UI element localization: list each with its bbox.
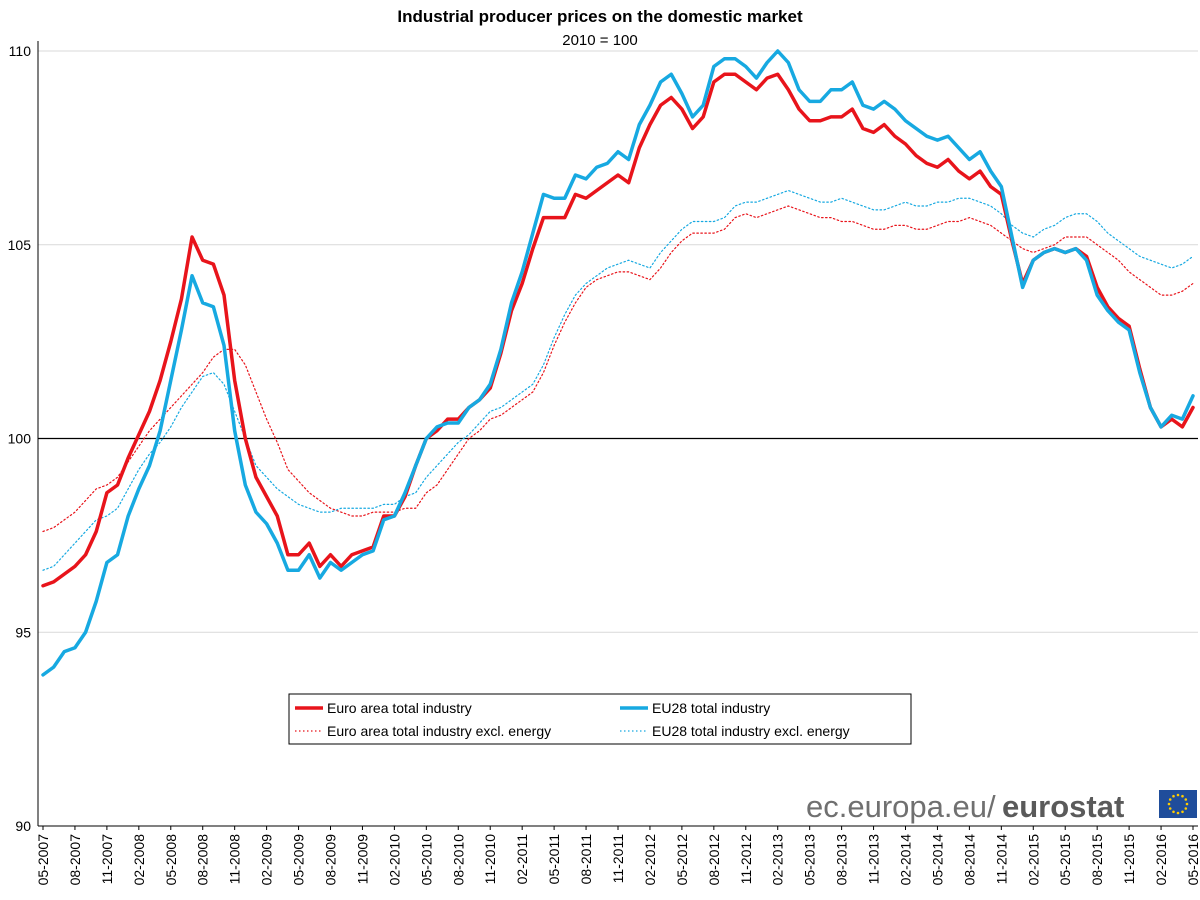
- legend-label: EU28 total industry: [652, 700, 770, 716]
- x-tick-label: 05-2008: [163, 834, 179, 886]
- x-tick-label: 02-2015: [1025, 834, 1041, 886]
- x-tick-label: 05-2011: [546, 834, 562, 885]
- eu-flag-star: [1184, 798, 1188, 801]
- x-tick-label: 08-2013: [834, 834, 850, 886]
- x-tick-label: 08-2011: [578, 834, 594, 885]
- x-tick-label: 05-2014: [929, 834, 945, 886]
- x-tick-label: 05-2007: [35, 834, 51, 886]
- x-tick-label: 02-2016: [1153, 834, 1169, 886]
- x-tick-label: 02-2013: [770, 834, 786, 886]
- x-tick-label: 11-2007: [99, 834, 115, 885]
- x-tick-label: 11-2011: [610, 834, 626, 884]
- x-tick-label: 02-2014: [898, 834, 914, 886]
- brand-site-text: ec.europa.eu/: [806, 789, 996, 824]
- x-tick-label: 08-2009: [323, 834, 339, 886]
- x-tick-label: 05-2013: [802, 834, 818, 886]
- eu-flag-star: [1181, 794, 1184, 798]
- x-tick-label: 05-2009: [291, 834, 307, 886]
- series-lines: [41, 49, 1195, 677]
- legend-label: Euro area total industry excl. energy: [327, 723, 551, 739]
- y-tick-label: 90: [15, 818, 31, 834]
- x-tick-label: 11-2010: [482, 834, 498, 885]
- y-tick-label: 100: [8, 431, 32, 447]
- y-tick-label: 95: [15, 624, 31, 640]
- eurostat-branding: ec.europa.eu/ eurostat: [806, 789, 1197, 824]
- x-tick-label: 08-2014: [961, 834, 977, 886]
- x-tick-label: 11-2008: [227, 834, 243, 885]
- eu-flag-star: [1184, 807, 1188, 810]
- x-tick-label: 11-2014: [993, 834, 1009, 885]
- x-tick-label: 08-2008: [195, 834, 211, 886]
- series-line-2: [42, 205, 1194, 533]
- eu-flag-icon: [1159, 790, 1197, 818]
- x-tick-label: 11-2015: [1121, 834, 1137, 885]
- y-tick-label: 110: [9, 43, 32, 59]
- x-tick-label: 02-2010: [386, 834, 402, 886]
- legend-label: Euro area total industry: [327, 700, 472, 716]
- eu-flag-star: [1172, 810, 1175, 814]
- eu-flag-star: [1176, 793, 1180, 797]
- legend-label: EU28 total industry excl. energy: [652, 723, 850, 739]
- x-tick-label: 05-2016: [1185, 834, 1200, 886]
- chart-title: Industrial producer prices on the domest…: [397, 7, 803, 26]
- eu-flag-stars: [1167, 793, 1189, 815]
- x-tick-label: 05-2010: [418, 834, 434, 886]
- x-tick-label: 05-2012: [674, 834, 690, 886]
- chart-subtitle: 2010 = 100: [562, 32, 638, 49]
- brand-name-text: eurostat: [1002, 789, 1124, 824]
- legend-items: Euro area total industry EU28 total indus…: [295, 700, 850, 739]
- x-tick-label: 11-2013: [866, 834, 882, 885]
- series-line-3: [42, 189, 1194, 571]
- x-tick-label: 11-2012: [738, 834, 754, 885]
- x-axis-ticks: 05-2007 08-2007 11-2007 02-2008 05-2008 08-20…: [35, 826, 1200, 885]
- y-tick-label: 105: [8, 237, 32, 253]
- eu-flag-star: [1181, 810, 1184, 814]
- x-tick-label: 08-2012: [706, 834, 722, 886]
- x-tick-label: 08-2007: [67, 834, 83, 886]
- x-tick-label: 05-2015: [1057, 834, 1073, 886]
- eu-flag-star: [1172, 794, 1175, 798]
- x-tick-label: 02-2011: [514, 834, 530, 885]
- x-tick-label: 02-2012: [642, 834, 658, 886]
- y-axis-ticks: 90 95 100 105 110: [8, 43, 32, 834]
- eu-flag-star: [1168, 807, 1172, 810]
- x-tick-label: 08-2010: [450, 834, 466, 886]
- x-tick-label: 02-2009: [259, 834, 275, 886]
- axes: [37, 41, 1198, 827]
- eu-flag-star: [1185, 802, 1189, 806]
- x-tick-label: 11-2009: [354, 834, 370, 885]
- eu-flag-star: [1167, 802, 1171, 806]
- eu-flag-star: [1168, 798, 1172, 801]
- eu-flag-star: [1176, 811, 1180, 815]
- x-tick-label: 02-2008: [131, 834, 147, 886]
- series-line-1: [41, 49, 1195, 677]
- chart-legend: Euro area total industry EU28 total indus…: [288, 693, 912, 745]
- gridlines: [38, 50, 1198, 633]
- x-tick-label: 08-2015: [1089, 834, 1105, 886]
- legend-box: [288, 693, 912, 745]
